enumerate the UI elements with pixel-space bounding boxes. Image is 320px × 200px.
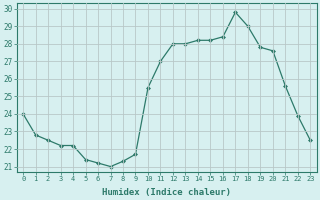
X-axis label: Humidex (Indice chaleur): Humidex (Indice chaleur) [102, 188, 231, 197]
